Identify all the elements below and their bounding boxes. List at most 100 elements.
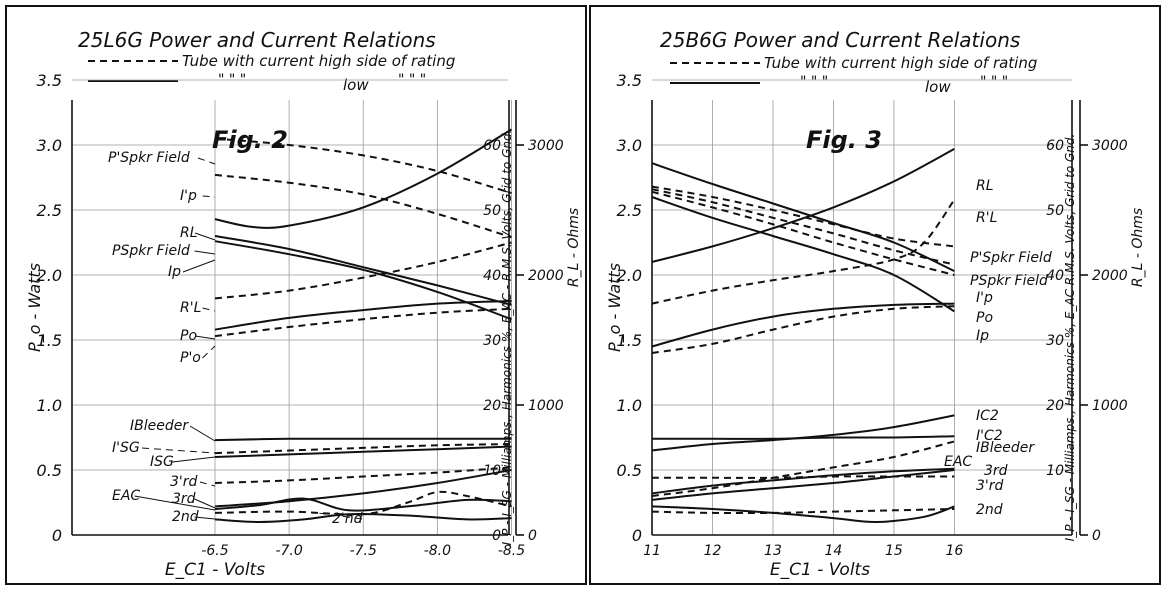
- series-label-2nd: 2nd: [172, 509, 199, 525]
- right-axis2-tick: 2000: [1092, 268, 1128, 284]
- figure-label: Fig. 3: [806, 126, 882, 154]
- legend-ditto-marks: " " ": [800, 74, 828, 90]
- right-axis1-label: I_P - I_SG - Milliamps., Harmonics %, E_…: [1063, 134, 1077, 542]
- series-line-p-o: [214, 307, 512, 338]
- y-tick-label: 0: [52, 526, 62, 545]
- leader-line: [199, 481, 216, 487]
- series-line-r-l: [651, 199, 956, 305]
- leader-line: [194, 250, 216, 255]
- y-tick-label: 2.0: [37, 266, 62, 285]
- y-tick-label: 2.5: [37, 201, 62, 220]
- series-label-3rd: 3rd: [172, 491, 196, 507]
- right-axis2-tick: 3000: [1092, 138, 1128, 154]
- right-axis1-tick: 50: [483, 203, 501, 219]
- y-tick-label: 0.5: [37, 461, 62, 480]
- legend-dashed-text: Tube with current high side of rating: [764, 54, 1037, 72]
- right-axis2-label: R_L - Ohms: [1130, 208, 1146, 287]
- right-axis1-tick: 0: [492, 528, 501, 544]
- series-line-r-l: [214, 241, 512, 300]
- y-tick-label: 2.5: [617, 201, 642, 220]
- series-label-r-l: R'L: [976, 210, 997, 226]
- x-tick-label: -8.0: [424, 543, 451, 559]
- leader-line: [202, 195, 216, 198]
- y-axis-label: P_o - Watts: [605, 263, 625, 352]
- x-axis-label: E_C1 - Volts: [165, 560, 265, 580]
- series-label-i-p: I'p: [976, 290, 993, 306]
- series-label-po: Po: [180, 328, 197, 344]
- x-tick-label: 13: [764, 543, 782, 559]
- leader-line: [197, 157, 216, 165]
- y-tick-label: 1.0: [617, 396, 642, 415]
- x-tick-label: 14: [825, 543, 843, 559]
- series-line-pspkr-field: [214, 235, 512, 306]
- series-line-ibleeder: [651, 435, 955, 440]
- series-line-p-spkr-field: [214, 137, 512, 195]
- leader-line: [172, 456, 216, 463]
- series-label-p-o: P'o: [180, 350, 201, 366]
- right-axis1-tick: 10: [1046, 463, 1064, 479]
- chart-title: 25L6G Power and Current Relations: [78, 28, 436, 52]
- series-label-isg: ISG: [150, 454, 174, 470]
- series-line-ic2: [651, 414, 955, 452]
- x-tick-label: -6.5: [201, 543, 228, 559]
- series-line-eac: [214, 469, 512, 508]
- x-tick-label: 16: [945, 543, 963, 559]
- series-line-p-spkr-field: [651, 185, 955, 248]
- leader-line: [134, 495, 216, 511]
- right-axis2-tick: 1000: [1092, 398, 1128, 414]
- figure-label: Fig. 2: [212, 126, 288, 154]
- right-axis1-tick: 30: [483, 333, 501, 349]
- right-axis1-tick: 20: [483, 398, 501, 414]
- x-tick-label: 11: [643, 543, 661, 559]
- series-label-p-spkr-field: P'Spkr Field: [108, 150, 190, 166]
- panel-border-right: [589, 5, 1161, 585]
- series-line-eac: [651, 469, 955, 501]
- series-line-ip-upper: [651, 162, 955, 273]
- leader-line: [189, 425, 216, 442]
- series-label-p-spkr-field: P'Spkr Field: [970, 250, 1052, 266]
- y-axis-label: P_o - Watts: [25, 263, 45, 352]
- legend-dashed-text: Tube with current high side of rating: [182, 52, 455, 70]
- right-axis2-label: R_L - Ohms: [566, 208, 582, 287]
- y-tick-label: 0.5: [617, 461, 642, 480]
- right-axis1-tick: 60: [483, 138, 501, 154]
- leader-line: [194, 516, 216, 520]
- right-axis1-tick: 10: [483, 463, 501, 479]
- series-line-2-nd: [651, 508, 955, 515]
- leader-line: [182, 259, 216, 273]
- series-line-i-p: [651, 190, 955, 276]
- right-axis1-tick: 50: [1046, 203, 1064, 219]
- right-axis2-tick: 3000: [528, 138, 564, 154]
- series-label-i-c2: I'C2: [976, 428, 1003, 444]
- x-tick-label: -8.5: [498, 543, 525, 559]
- series-line-3rd: [214, 497, 512, 512]
- right-axis1-tick: 60: [1046, 138, 1064, 154]
- chart-title: 25B6G Power and Current Relations: [660, 28, 1020, 52]
- series-line-isg: [214, 445, 512, 458]
- leader-line: [194, 232, 216, 241]
- series-line-3rd: [651, 467, 955, 495]
- leader-line: [202, 345, 216, 359]
- series-line-ibleeder: [214, 437, 512, 442]
- y-tick-label: 3.5: [617, 71, 642, 90]
- panel-border-left: [5, 5, 587, 585]
- series-label-2-nd: 2'nd: [332, 511, 363, 527]
- series-line-rl: [214, 128, 513, 229]
- leader-line: [202, 307, 216, 312]
- series-line-2nd: [651, 505, 955, 524]
- series-label-eac: EAC: [112, 488, 140, 504]
- series-label-r-l: R'L: [180, 300, 201, 316]
- right-axis2-tick: 1000: [528, 398, 564, 414]
- y-tick-label: 0: [632, 526, 642, 545]
- series-line-3-rd: [652, 475, 955, 479]
- series-label-pspkr-field: PSpkr Field: [112, 243, 190, 259]
- right-axis1-tick: 40: [1046, 268, 1064, 284]
- x-tick-label: -7.0: [275, 543, 302, 559]
- right-axis2-tick: 0: [1092, 528, 1101, 544]
- x-axis-label: E_C1 - Volts: [770, 560, 870, 580]
- series-line-i-sg: [214, 443, 512, 455]
- series-label-po: Po: [976, 310, 993, 326]
- series-label-ip: Ip: [168, 264, 181, 280]
- series-line-po: [651, 302, 955, 348]
